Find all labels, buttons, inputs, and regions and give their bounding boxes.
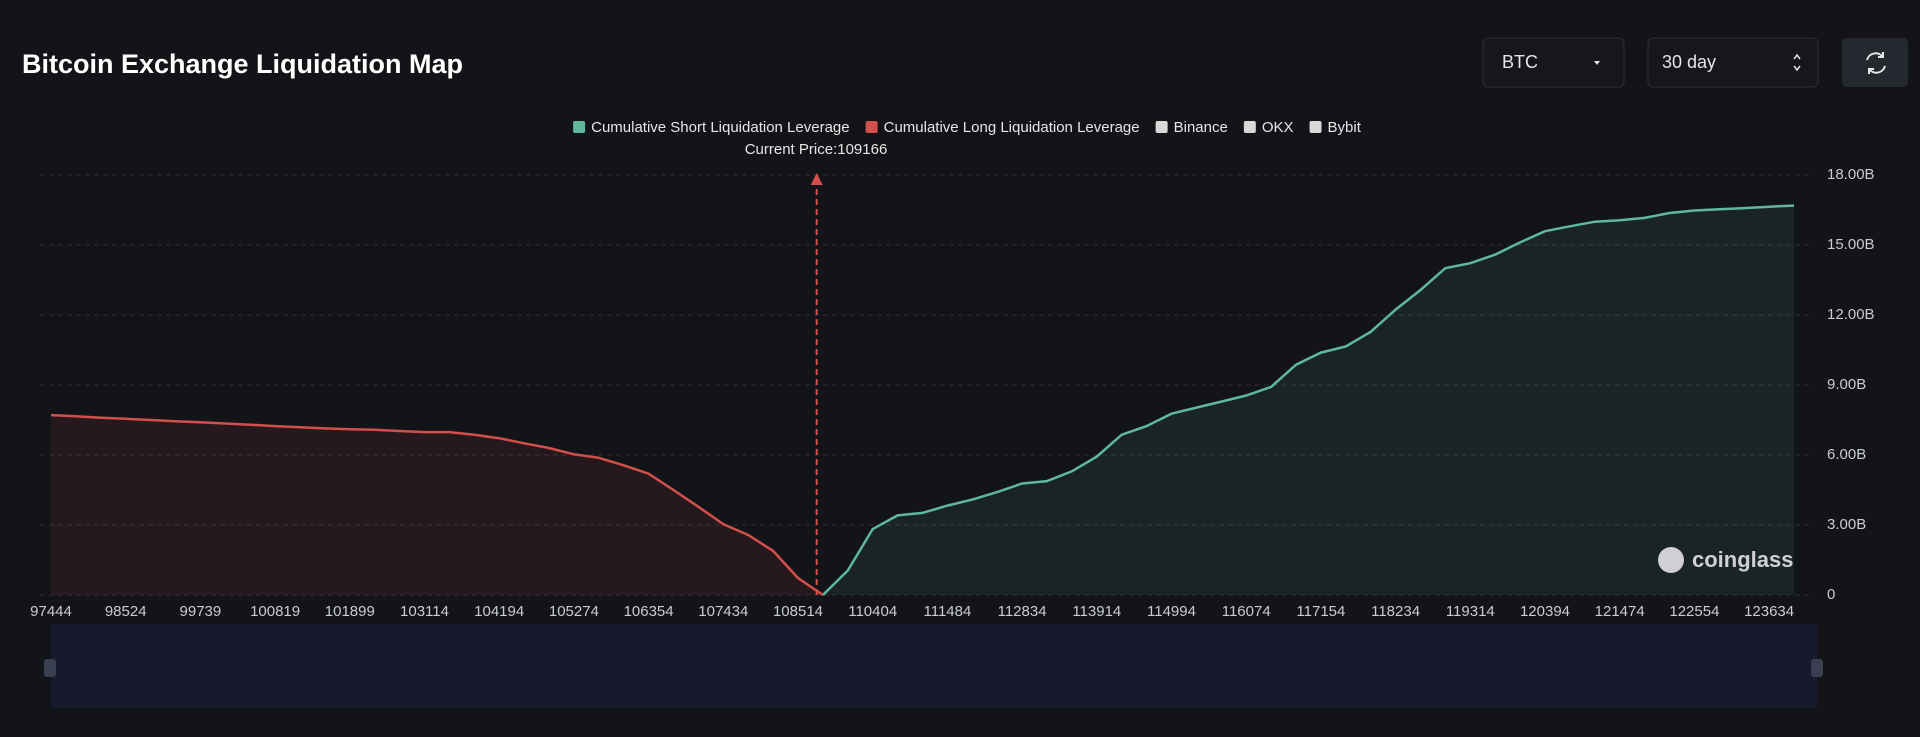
select-box[interactable]	[1482, 37, 1625, 88]
legend: Cumulative Short Liquidation Leverage Cum…	[573, 119, 1362, 136]
legend-label: Bybit	[1328, 119, 1362, 136]
x-tick-label: 118234	[1371, 603, 1420, 620]
x-tick-label: 110404	[848, 603, 897, 620]
legend-label: OKX	[1262, 119, 1294, 136]
x-tick-label: 111484	[923, 603, 971, 620]
current-price-label: Current Price:109166	[745, 141, 888, 158]
legend-swatch	[1155, 121, 1168, 133]
dropdown-icon	[1594, 61, 1600, 65]
x-tick-label: 113914	[1072, 603, 1121, 620]
select-value[interactable]: 30 day	[1662, 52, 1716, 72]
x-tick-label: 117154	[1296, 603, 1345, 620]
button-box[interactable]	[1842, 38, 1908, 87]
watermark-icon	[1658, 547, 1684, 573]
y-tick-label: 0	[1827, 586, 1835, 603]
legend-label: Cumulative Long Liquidation Leverage	[884, 119, 1140, 136]
legend-swatch	[1309, 121, 1322, 133]
x-tick-label: 121474	[1595, 603, 1645, 620]
y-tick-label: 6.00B	[1827, 446, 1866, 463]
x-tick-label: 99739	[180, 603, 222, 620]
symbol-select[interactable]: BTC	[1482, 37, 1625, 88]
legend-label: Binance	[1174, 119, 1228, 136]
x-tick-label: 97444	[30, 603, 72, 620]
period-select[interactable]: 30 day	[1647, 37, 1819, 88]
refresh-icon[interactable]	[1866, 52, 1886, 74]
x-tick-label: 104194	[474, 603, 524, 620]
series-line	[822, 204, 1795, 596]
legend-swatch	[573, 121, 586, 133]
area-fill	[822, 205, 1794, 595]
y-tick-label: 9.00B	[1827, 376, 1866, 393]
select-value[interactable]: BTC	[1502, 52, 1538, 72]
area-fill	[51, 415, 823, 595]
slider-handle[interactable]	[1811, 659, 1823, 677]
legend-label: Cumulative Short Liquidation Leverage	[591, 119, 850, 136]
x-tick-label: 112834	[998, 603, 1047, 620]
y-tick-label: 12.00B	[1827, 306, 1875, 323]
x-tick-label: 100819	[250, 603, 300, 620]
x-tick-label: 119314	[1446, 603, 1495, 620]
refresh-button[interactable]	[1842, 38, 1908, 87]
x-tick-label: 101899	[325, 603, 375, 620]
x-tick-label: 116074	[1222, 603, 1271, 620]
x-tick-label: 122554	[1669, 603, 1719, 620]
select-box[interactable]	[1647, 37, 1819, 88]
slider-handle[interactable]	[44, 659, 56, 677]
x-tick-label: 107434	[698, 603, 748, 620]
x-tick-label: 123634	[1744, 603, 1794, 620]
range-slider[interactable]	[44, 624, 1823, 708]
y-tick-label: 15.00B	[1827, 236, 1875, 253]
x-tick-label: 105274	[549, 603, 599, 620]
x-tick-label: 103114	[400, 603, 449, 620]
watermark: coinglass	[1692, 547, 1793, 572]
arrow-head	[810, 173, 823, 185]
legend-swatch	[865, 121, 878, 133]
slider-track[interactable]	[51, 624, 1817, 708]
series-line	[50, 413, 824, 597]
page-title: Bitcoin Exchange Liquidation Map	[22, 49, 463, 79]
x-tick-label: 120394	[1520, 603, 1570, 620]
x-tick-label: 114994	[1147, 603, 1196, 620]
plot: 0 3.00B 6.00B 9.00B 12.00B 15.00B 18.00B 97444 9…	[30, 119, 1874, 620]
y-tick-label: 3.00B	[1827, 516, 1866, 533]
spinner-icon	[1793, 53, 1801, 72]
x-tick-label: 98524	[105, 603, 147, 620]
x-tick-label: 106354	[624, 603, 674, 620]
x-tick-label: 108514	[773, 603, 823, 620]
legend-swatch	[1243, 121, 1256, 133]
y-tick-label: 18.00B	[1827, 166, 1875, 183]
